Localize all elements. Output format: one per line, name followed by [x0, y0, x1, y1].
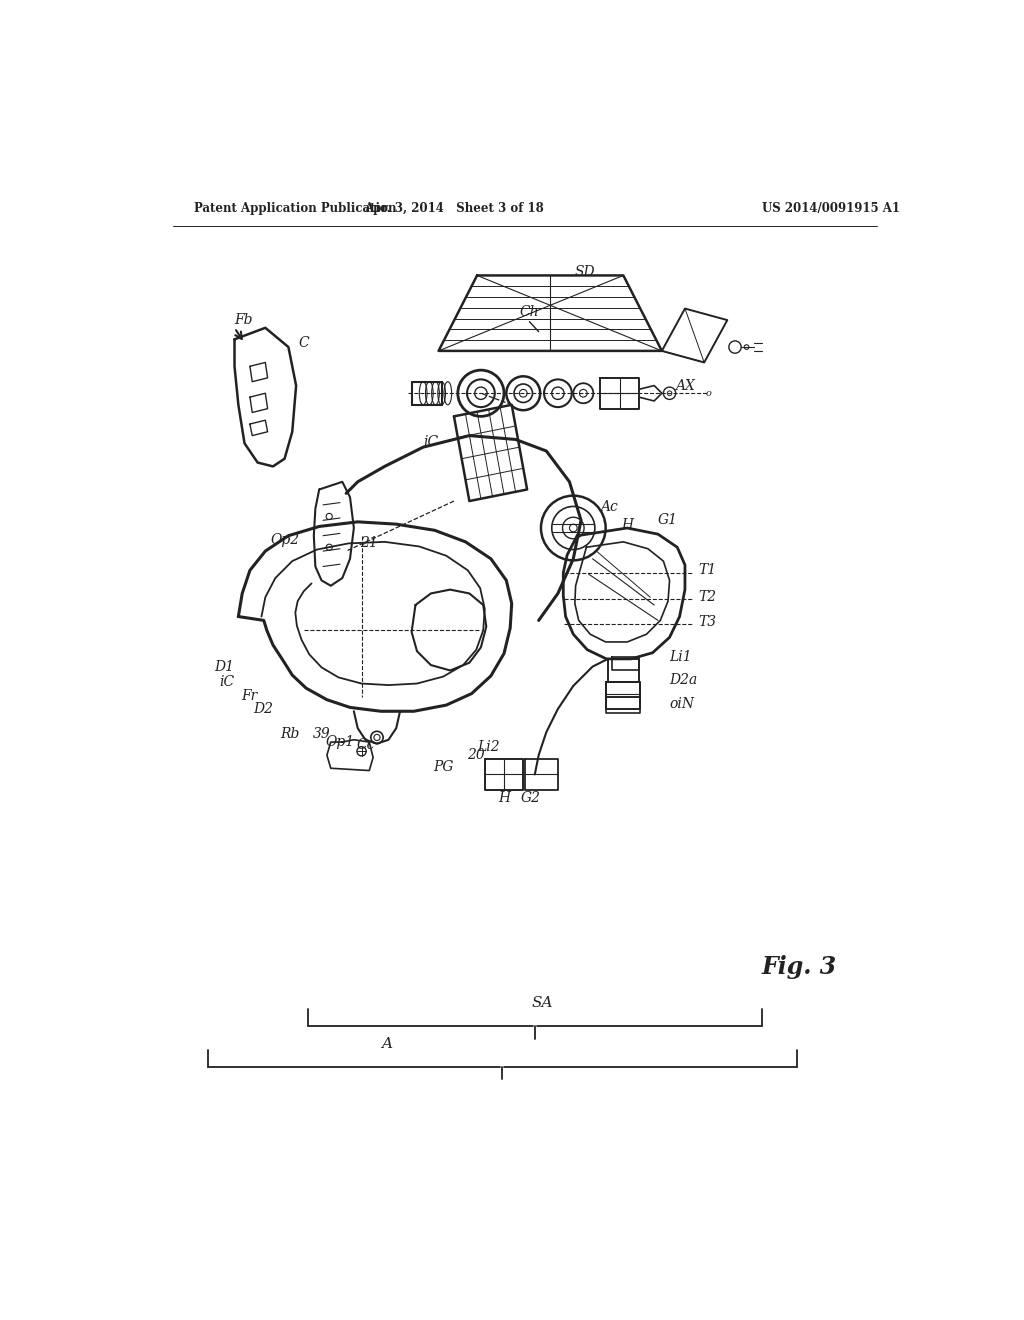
Text: Ac: Ac — [600, 500, 618, 515]
Text: o: o — [706, 389, 711, 397]
Text: T1: T1 — [698, 564, 717, 577]
Text: A: A — [381, 1038, 392, 1051]
Text: 39: 39 — [312, 727, 331, 742]
Text: Li1: Li1 — [670, 651, 692, 664]
Text: H: H — [622, 517, 633, 532]
Text: 21: 21 — [360, 536, 378, 550]
Text: US 2014/0091915 A1: US 2014/0091915 A1 — [762, 202, 900, 215]
Text: iC: iC — [423, 434, 438, 449]
Text: Fb: Fb — [234, 313, 253, 327]
Text: Apr. 3, 2014   Sheet 3 of 18: Apr. 3, 2014 Sheet 3 of 18 — [365, 202, 544, 215]
Text: Fig. 3: Fig. 3 — [762, 954, 838, 979]
Text: SA: SA — [531, 997, 553, 1010]
Text: C: C — [299, 337, 309, 350]
Text: Op1: Op1 — [326, 735, 354, 748]
Text: D1: D1 — [214, 660, 234, 673]
Text: H: H — [498, 791, 510, 804]
Text: Fr: Fr — [242, 689, 258, 702]
Text: PG: PG — [433, 760, 454, 774]
Text: D2: D2 — [253, 702, 273, 715]
Text: Cc: Cc — [356, 738, 375, 752]
Text: Ch: Ch — [519, 305, 540, 319]
Text: Patent Application Publication: Patent Application Publication — [194, 202, 396, 215]
Text: AX: AX — [675, 379, 695, 392]
Text: G1: G1 — [658, 513, 678, 527]
Text: iC: iC — [219, 675, 234, 689]
Text: SD: SD — [574, 265, 595, 280]
Text: Li2: Li2 — [477, 741, 500, 755]
Text: 20: 20 — [467, 748, 484, 762]
Text: D2a: D2a — [670, 673, 697, 688]
Text: G2: G2 — [521, 791, 541, 804]
Text: Rb: Rb — [281, 727, 300, 742]
Text: T2: T2 — [698, 590, 717, 603]
Text: T3: T3 — [698, 615, 717, 628]
Text: oiN: oiN — [670, 697, 694, 710]
Text: Op2: Op2 — [270, 532, 300, 546]
